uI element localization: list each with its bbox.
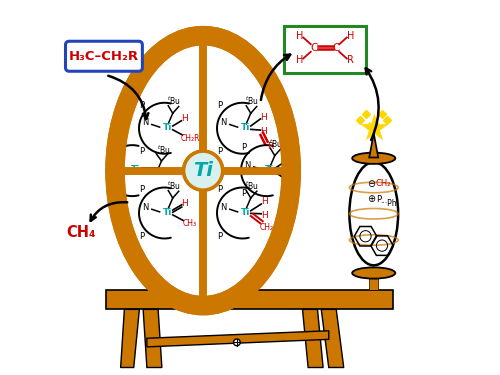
Text: P: P bbox=[218, 147, 222, 156]
Circle shape bbox=[184, 151, 222, 190]
Text: $^t$Bu: $^t$Bu bbox=[168, 95, 181, 108]
Text: P: P bbox=[140, 232, 144, 241]
Polygon shape bbox=[147, 331, 329, 347]
Text: N: N bbox=[244, 161, 251, 170]
Text: P: P bbox=[242, 189, 246, 198]
Text: C: C bbox=[332, 43, 340, 53]
Text: Ti: Ti bbox=[193, 161, 213, 180]
Text: Ti: Ti bbox=[241, 123, 250, 132]
Text: H: H bbox=[181, 114, 188, 123]
Text: H: H bbox=[261, 197, 268, 206]
Text: P: P bbox=[140, 185, 144, 194]
Text: H: H bbox=[347, 31, 354, 41]
Text: P: P bbox=[107, 189, 112, 198]
Text: P: P bbox=[376, 195, 381, 204]
Text: $^t$Bu: $^t$Bu bbox=[246, 95, 259, 108]
Ellipse shape bbox=[115, 36, 291, 306]
Text: $^t$Bu: $^t$Bu bbox=[168, 180, 181, 192]
Text: P: P bbox=[218, 100, 222, 109]
Text: Ti: Ti bbox=[163, 123, 172, 132]
FancyBboxPatch shape bbox=[66, 41, 142, 71]
Text: R: R bbox=[347, 55, 354, 65]
Text: Ti: Ti bbox=[265, 165, 274, 174]
Text: P: P bbox=[140, 100, 144, 109]
Text: H: H bbox=[261, 211, 268, 220]
Polygon shape bbox=[302, 309, 323, 368]
Text: Ti: Ti bbox=[193, 161, 213, 180]
Ellipse shape bbox=[352, 153, 396, 164]
FancyBboxPatch shape bbox=[284, 26, 366, 73]
Text: Ti: Ti bbox=[163, 208, 172, 217]
Polygon shape bbox=[143, 309, 162, 368]
Text: Ti: Ti bbox=[241, 208, 250, 217]
Text: CH₂: CH₂ bbox=[376, 179, 391, 188]
Text: P: P bbox=[140, 147, 144, 156]
Text: R: R bbox=[268, 142, 274, 151]
Text: ⊖: ⊖ bbox=[366, 179, 375, 189]
Text: CH₂R: CH₂R bbox=[181, 134, 201, 143]
Text: CH₄: CH₄ bbox=[66, 225, 96, 240]
Text: CH₃: CH₃ bbox=[183, 219, 197, 228]
Text: N: N bbox=[142, 203, 149, 212]
Text: P: P bbox=[218, 185, 222, 194]
Text: N: N bbox=[142, 118, 149, 128]
Text: H: H bbox=[182, 199, 188, 208]
Text: P: P bbox=[107, 143, 112, 152]
Polygon shape bbox=[369, 133, 378, 158]
Ellipse shape bbox=[350, 162, 398, 266]
Circle shape bbox=[234, 339, 240, 346]
Text: P: P bbox=[218, 232, 222, 241]
Text: H: H bbox=[260, 112, 266, 122]
Polygon shape bbox=[106, 290, 393, 309]
Text: $^t$Bu: $^t$Bu bbox=[270, 137, 283, 150]
Text: N: N bbox=[220, 118, 227, 128]
Text: H: H bbox=[285, 177, 292, 186]
Text: H: H bbox=[296, 55, 303, 65]
Text: N: N bbox=[110, 161, 116, 170]
Text: ···Ph: ···Ph bbox=[380, 199, 396, 208]
Polygon shape bbox=[321, 309, 344, 368]
Text: Ti: Ti bbox=[130, 165, 140, 174]
Text: N: N bbox=[220, 203, 227, 212]
Text: H: H bbox=[260, 128, 267, 136]
Text: $^t$Bu: $^t$Bu bbox=[246, 180, 259, 192]
Text: P: P bbox=[242, 143, 246, 152]
Circle shape bbox=[184, 151, 222, 190]
Text: CH₂: CH₂ bbox=[260, 223, 274, 232]
Text: $^t$Bu: $^t$Bu bbox=[157, 144, 171, 156]
Polygon shape bbox=[120, 309, 140, 368]
Text: ⊕: ⊕ bbox=[366, 195, 375, 204]
Text: H₃C–CH₂R: H₃C–CH₂R bbox=[69, 50, 139, 63]
Text: H: H bbox=[285, 155, 292, 164]
Text: H: H bbox=[296, 31, 303, 41]
Text: C: C bbox=[310, 43, 318, 53]
Ellipse shape bbox=[352, 267, 396, 279]
